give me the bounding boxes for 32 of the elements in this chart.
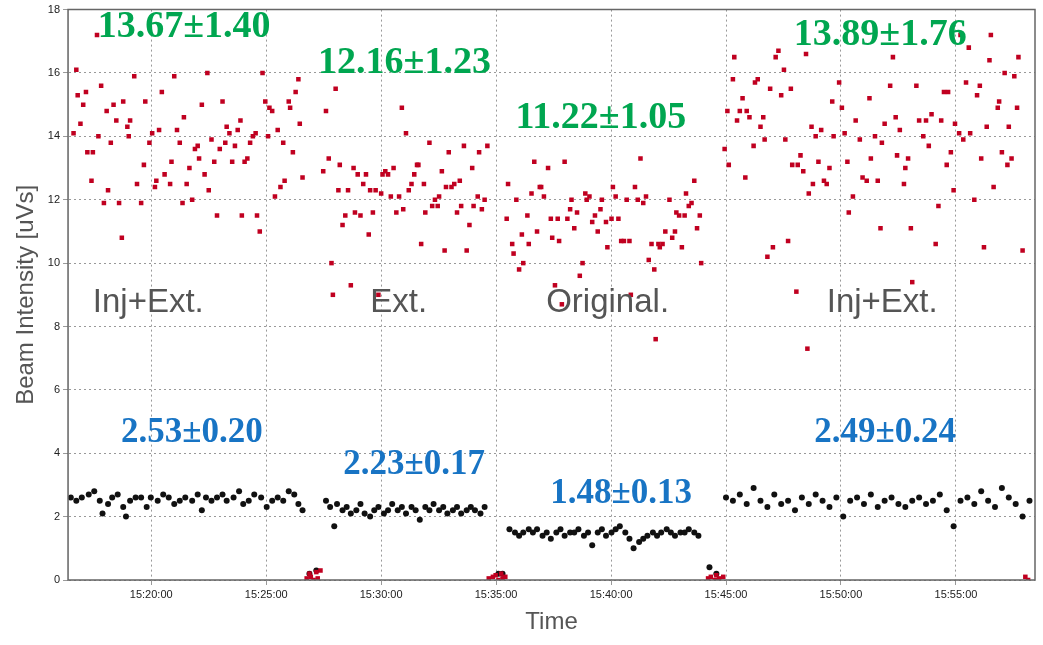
annotation: 2.49±0.24 — [814, 410, 956, 450]
y-tick-label: 12 — [47, 192, 61, 205]
annotation: 13.67±1.40 — [97, 2, 271, 45]
annotation: 12.16±1.23 — [318, 39, 491, 82]
y-tick-label: 16 — [47, 66, 61, 79]
x-tick-label: 15:55:00 — [934, 587, 978, 600]
annotation: Original. — [546, 281, 670, 319]
y-tick-label: 18 — [47, 2, 61, 15]
y-tick-label: 2 — [53, 509, 61, 522]
y-tick-label: 8 — [53, 319, 61, 332]
y-axis-title: Beam Intensity [uVs] — [11, 184, 39, 405]
annotation: Inj+Ext. — [826, 281, 938, 319]
y-tick-label: 6 — [53, 382, 61, 395]
x-tick-label: 15:40:00 — [589, 587, 633, 600]
annotation: 13.89±1.76 — [793, 10, 967, 53]
annotation: Ext. — [370, 281, 428, 319]
x-tick-label: 15:30:00 — [359, 587, 403, 600]
x-tick-label: 15:25:00 — [244, 587, 288, 600]
y-tick-label: 10 — [47, 256, 61, 269]
x-tick-label: 15:35:00 — [474, 587, 518, 600]
x-tick-label: 15:45:00 — [704, 587, 748, 600]
annotation: 11.22±1.05 — [515, 93, 687, 136]
annotation: Inj+Ext. — [92, 281, 204, 319]
y-tick-label: 0 — [53, 573, 61, 586]
annotation: 2.23±0.17 — [343, 443, 486, 483]
y-tick-label: 14 — [47, 129, 61, 142]
y-tick-label: 4 — [53, 446, 61, 459]
annotation: 1.48±0.13 — [550, 471, 692, 511]
annotation: 2.53±0.20 — [120, 410, 263, 450]
x-tick-label: 15:20:00 — [129, 587, 173, 600]
x-tick-label: 15:50:00 — [819, 587, 863, 600]
x-axis-title: Time — [525, 607, 578, 635]
